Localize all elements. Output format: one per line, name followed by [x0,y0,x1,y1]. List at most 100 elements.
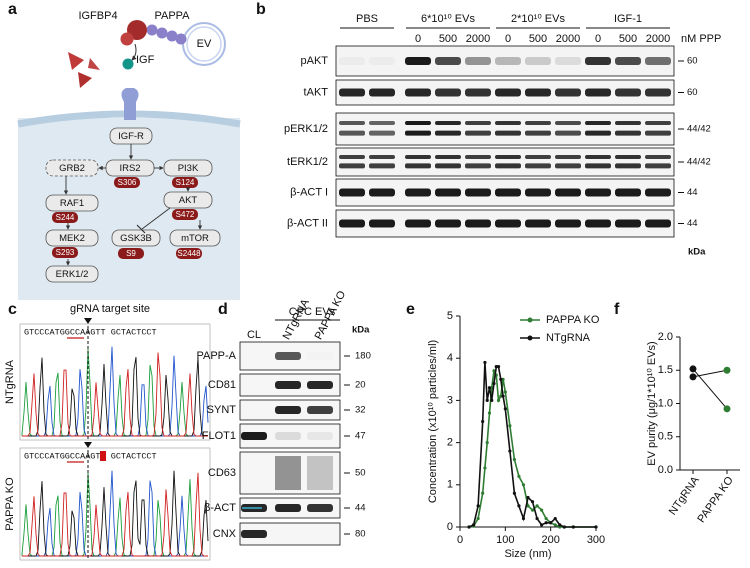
band [585,163,611,169]
band [615,188,641,197]
band [369,219,395,228]
group-label: 6*10¹⁰ EVs [421,13,475,25]
row-label: tERK1/2 [287,156,328,168]
point [483,360,487,365]
y-axis-label: Concentration (x10¹⁰ particles/ml) [427,340,439,503]
band [615,57,641,65]
dose-label: 0 [595,33,601,45]
band [585,121,611,125]
band [615,88,641,97]
row-label: CD63 [208,467,236,479]
node-box [45,265,99,283]
band [275,504,301,512]
band [339,163,365,169]
band [525,219,551,228]
point [492,369,496,373]
point [689,373,697,381]
x-tick-label: 200 [541,534,559,546]
point [485,398,489,402]
dose-label: 500 [439,33,457,45]
point [501,377,505,381]
band [465,163,491,169]
point [508,424,512,428]
inhibit-bar [136,224,146,234]
band [465,57,491,65]
band [339,155,365,159]
inhibit [141,207,171,230]
point [521,483,526,487]
band [435,121,461,125]
point [571,525,575,529]
band [369,121,395,125]
band [465,155,491,159]
seq-title: gRNA target site [70,303,150,315]
band [645,130,671,136]
trace [22,346,209,437]
band [369,57,395,65]
x-tick-label: 100 [496,534,514,546]
legend-dot [527,317,533,323]
row-label: FLOT1 [202,430,236,442]
point [526,504,530,508]
node-label: ERK1/2 [56,269,89,280]
band [405,57,431,65]
band [369,88,395,97]
band [275,352,301,360]
band [307,352,333,360]
panel-label: e [406,301,415,318]
row-label: PAPPA KO [4,477,16,531]
point [492,381,496,386]
dose-label: 0 [415,33,421,45]
point [512,491,517,495]
site-label: S293 [56,248,75,257]
band [615,219,641,228]
point [517,504,521,508]
point [467,525,471,529]
blot-frame [335,112,675,146]
band [645,219,671,228]
band [339,219,365,228]
band [339,130,365,136]
band [615,121,641,125]
fragment [68,52,84,70]
band [307,381,333,389]
band [645,188,671,197]
point [689,365,697,373]
band [435,163,461,169]
sequence: GTCCCATGGCCAAGTT GCTACTCCT [24,451,157,461]
site-pill [172,209,198,220]
band [615,130,641,136]
legend-label: NTgRNA [546,332,591,344]
node-label: MEK2 [59,233,85,244]
target-marker [84,442,92,448]
site-pill [176,248,202,259]
band [405,130,431,136]
point [501,394,505,398]
sequence: GTCCCATGGCCAAGTT GCTACTCCT [24,327,157,337]
point [494,365,498,369]
igfbp4 [120,32,134,46]
node-box [45,159,99,177]
band [555,163,581,169]
band [495,163,521,169]
y-tick-label: 2.0 [658,331,673,343]
point [481,419,485,424]
site-pill [114,177,140,188]
band [645,163,671,169]
pappa-domain [156,27,168,39]
band [585,155,611,159]
point [517,474,521,478]
ligand-label: IGF [136,54,155,66]
point [476,504,480,508]
band [339,121,365,125]
group-label: IGF-1 [614,13,642,25]
ligand-label: IGFBP4 [78,10,117,22]
y-tick-label: 0 [447,521,453,533]
point [472,523,476,527]
band [525,155,551,159]
kda-label: 60 [687,87,698,98]
y-tick-label: 3 [447,394,453,406]
x-tick-label: 300 [587,534,605,546]
band [405,163,431,169]
ligand-label: PAPPA [154,10,190,22]
